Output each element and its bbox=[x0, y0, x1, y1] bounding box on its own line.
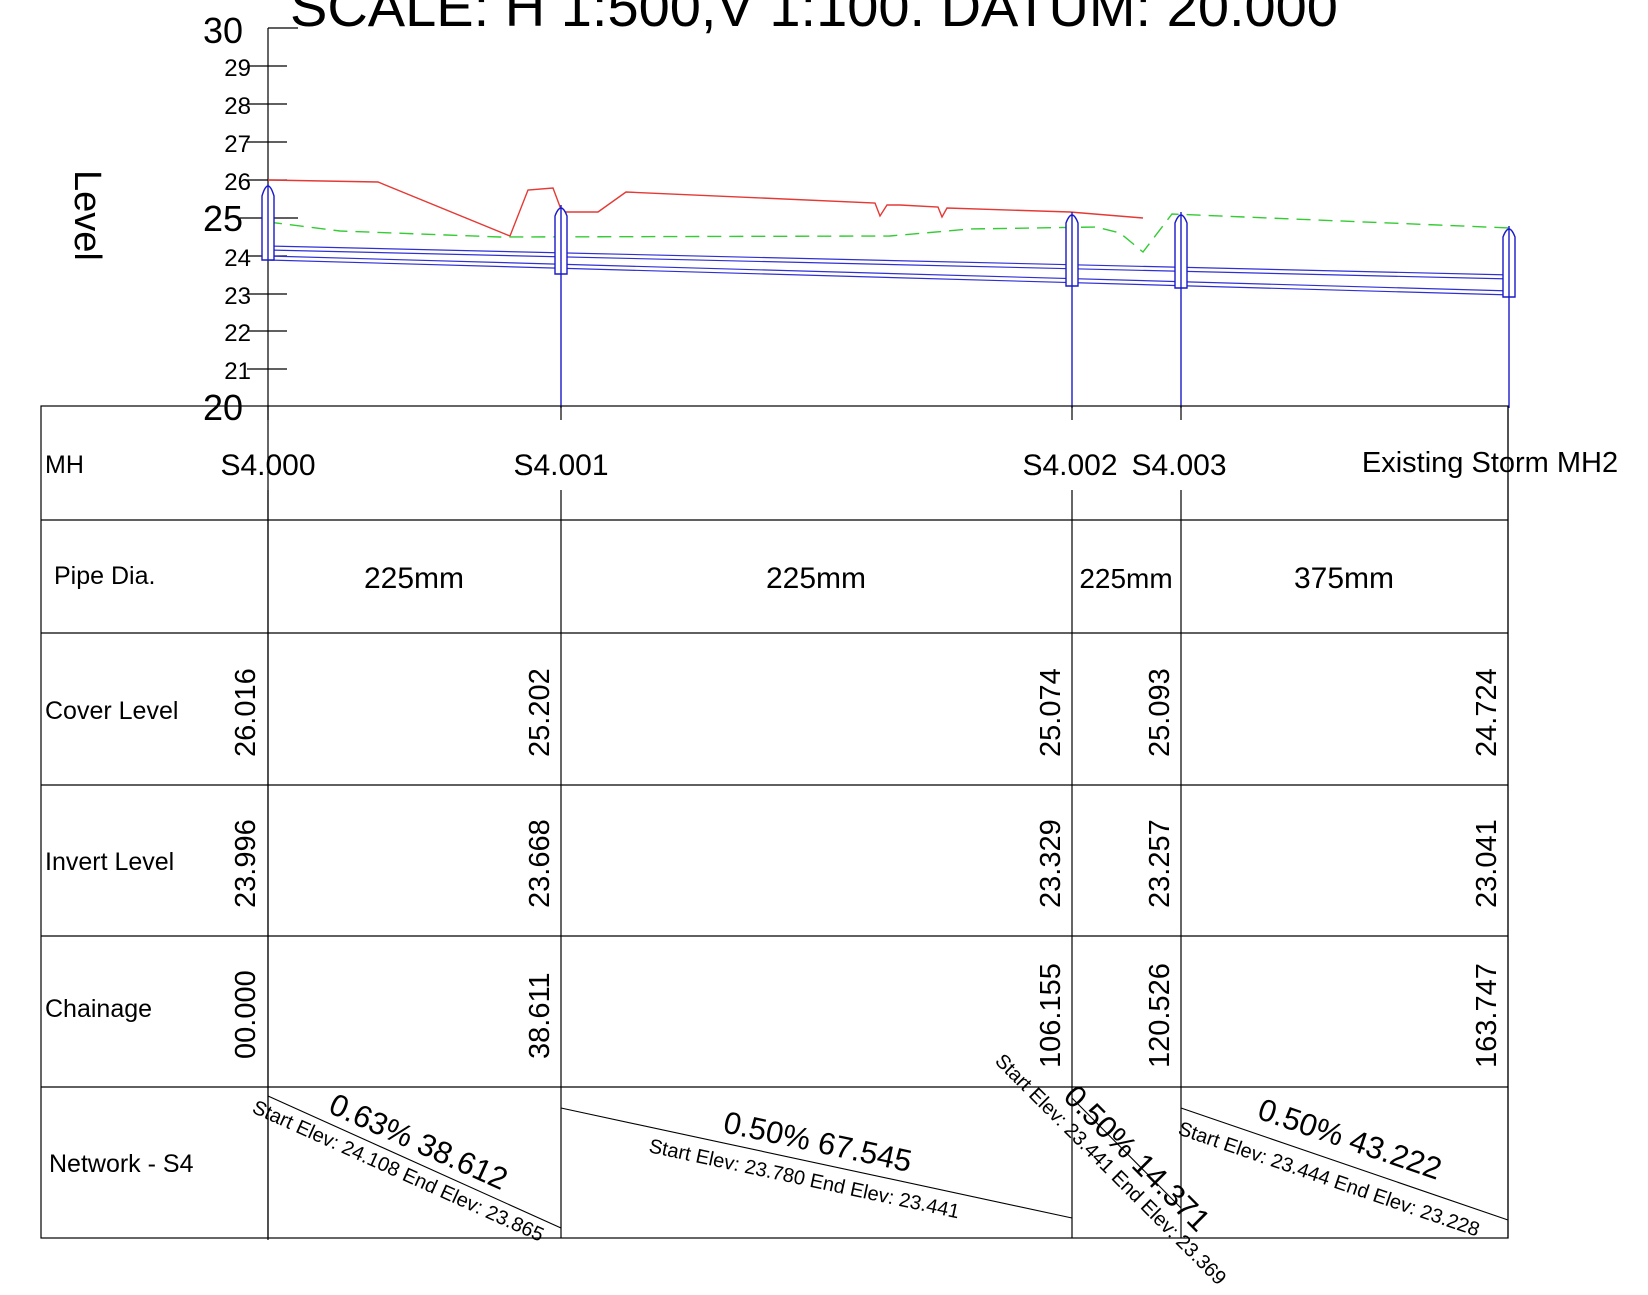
tick-label: 28 bbox=[224, 93, 251, 120]
proposed-ground-line bbox=[267, 213, 1511, 254]
tick-label: 20 bbox=[203, 387, 243, 428]
tick-label: 22 bbox=[224, 320, 251, 347]
existing-ground-line bbox=[267, 179, 1144, 237]
manhole-name: S4.001 bbox=[513, 449, 608, 482]
pipe-dia: 225mm bbox=[1079, 563, 1172, 594]
axis-label: Level bbox=[66, 170, 108, 261]
cover-level: 26.016 bbox=[230, 668, 262, 757]
cover-level: 25.074 bbox=[1035, 668, 1067, 757]
pipe-dia: 225mm bbox=[364, 562, 464, 595]
tick-label: 30 bbox=[203, 10, 243, 51]
invert-levels: 23.996 23.668 23.329 23.257 23.041 bbox=[230, 819, 1503, 908]
pipe-dia: 375mm bbox=[1294, 562, 1394, 595]
row-label-chainage: Chainage bbox=[45, 995, 152, 1023]
invert-level: 23.329 bbox=[1035, 819, 1067, 908]
invert-level: 23.257 bbox=[1144, 819, 1176, 908]
pipe-elev: Start Elev: 23.441 End Elev: 23.369 bbox=[990, 1050, 1230, 1290]
row-label-network: Network - S4 bbox=[49, 1150, 194, 1178]
row-label-cover: Cover Level bbox=[45, 697, 178, 725]
tick-label: 24 bbox=[224, 245, 251, 272]
manhole-symbols bbox=[261, 184, 1516, 408]
tick-label: 27 bbox=[224, 131, 251, 158]
manhole-names: S4.000 S4.001 S4.002 S4.003 Existing Sto… bbox=[220, 447, 1618, 482]
chainage: 38.611 bbox=[524, 972, 556, 1059]
row-labels: MH Pipe Dia. Cover Level Invert Level Ch… bbox=[45, 451, 194, 1178]
data-table-grid bbox=[40, 405, 1509, 1239]
network-slope-lines bbox=[267, 1095, 1509, 1229]
pipe-diameters: 225mm 225mm 225mm 375mm bbox=[364, 562, 1394, 595]
cover-level: 25.093 bbox=[1144, 668, 1176, 757]
pipe-grade: 0.50% 14.371 bbox=[1057, 1078, 1217, 1238]
tick-label: 29 bbox=[224, 55, 251, 82]
tick-label: 23 bbox=[224, 283, 251, 310]
invert-level: 23.668 bbox=[524, 819, 556, 908]
chainage: 106.155 bbox=[1035, 963, 1067, 1068]
pipe-lines bbox=[267, 245, 1513, 296]
drawing-title: SCALE: H 1:500,V 1:100. DATUM: 20.000 bbox=[290, 0, 1338, 38]
manhole-name: S4.000 bbox=[220, 449, 315, 482]
cover-level: 25.202 bbox=[524, 668, 556, 757]
network-labels: 0.63% 38.612 Start Elev: 24.108 End Elev… bbox=[249, 1050, 1482, 1290]
chainages: 00.000 38.611 106.155 120.526 163.747 bbox=[230, 963, 1503, 1068]
row-label-pipe-dia: Pipe Dia. bbox=[54, 562, 155, 590]
pipe-dia: 225mm bbox=[766, 562, 866, 595]
cover-level: 24.724 bbox=[1471, 668, 1503, 757]
axis-tick-labels: 30 29 28 27 26 25 24 23 22 21 20 bbox=[203, 10, 251, 428]
row-label-invert: Invert Level bbox=[45, 848, 174, 876]
tick-label: 25 bbox=[203, 198, 243, 239]
tick-label: 26 bbox=[224, 169, 251, 196]
chainage: 120.526 bbox=[1144, 963, 1176, 1068]
chainage: 00.000 bbox=[230, 970, 262, 1059]
chainage: 163.747 bbox=[1471, 963, 1503, 1068]
cover-levels: 26.016 25.202 25.074 25.093 24.724 bbox=[230, 668, 1503, 757]
manhole-name: S4.003 bbox=[1131, 449, 1226, 482]
invert-level: 23.996 bbox=[230, 819, 262, 908]
invert-level: 23.041 bbox=[1471, 819, 1503, 908]
manhole-name: S4.002 bbox=[1022, 449, 1117, 482]
manhole-name: Existing Storm MH2 bbox=[1362, 447, 1618, 479]
row-label-mh: MH bbox=[45, 451, 84, 479]
tick-label: 21 bbox=[224, 358, 251, 385]
